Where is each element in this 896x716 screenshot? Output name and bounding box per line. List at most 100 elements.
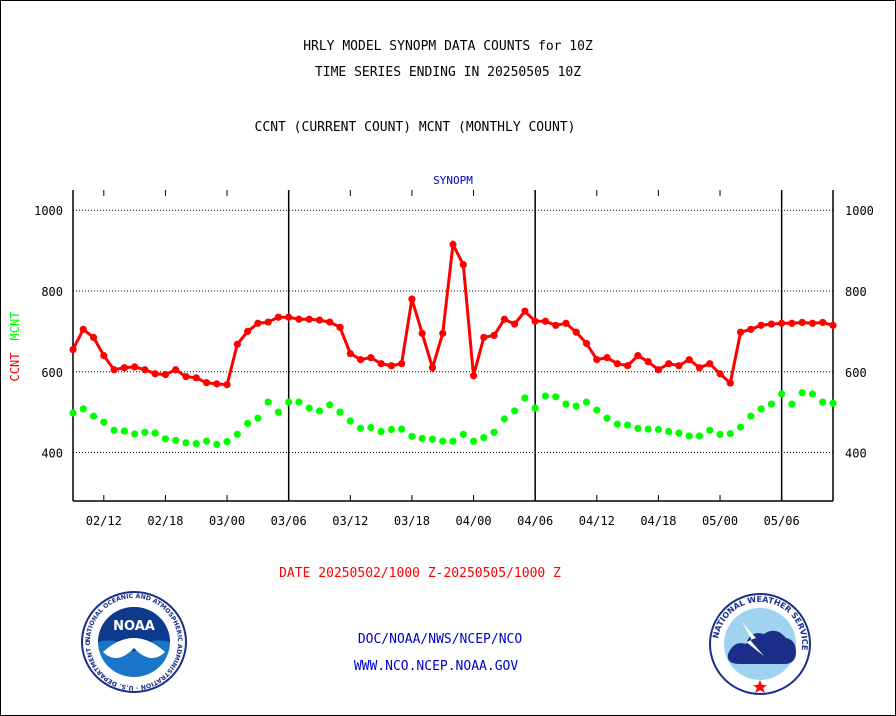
data-point-mcnt (706, 426, 714, 434)
data-point-ccnt (511, 320, 519, 328)
data-point-ccnt (336, 323, 344, 331)
data-point-mcnt (264, 398, 272, 406)
data-point-mcnt (120, 427, 128, 435)
x-tick-label: 03/00 (209, 514, 245, 528)
data-point-mcnt (603, 414, 611, 422)
data-point-ccnt (808, 319, 817, 327)
data-point-mcnt (572, 402, 580, 410)
x-tick-label: 05/06 (764, 514, 800, 528)
data-point-ccnt (798, 318, 806, 327)
x-tick-label: 05/00 (702, 514, 738, 528)
data-point-ccnt (285, 313, 293, 321)
data-point-mcnt (829, 399, 837, 407)
title-line-1: HRLY MODEL SYNOPM DATA COUNTS for 10Z (303, 39, 593, 54)
data-point-ccnt (69, 345, 77, 354)
x-tick-label: 02/12 (86, 514, 122, 528)
data-point-mcnt (562, 400, 570, 408)
data-point-mcnt (428, 435, 437, 443)
data-point-mcnt (110, 426, 118, 434)
data-point-ccnt (295, 315, 303, 323)
data-point-ccnt (387, 362, 395, 370)
data-point-ccnt (79, 325, 87, 333)
data-point-mcnt (634, 424, 642, 432)
noaa-logo-text: NOAA (113, 619, 155, 634)
data-point-mcnt (521, 394, 529, 402)
data-point-ccnt (223, 381, 231, 389)
data-point-mcnt (665, 427, 673, 436)
data-point-ccnt (110, 366, 118, 374)
data-point-mcnt (161, 435, 170, 443)
data-point-mcnt (172, 436, 180, 445)
data-point-mcnt (439, 437, 447, 445)
data-point-mcnt (336, 408, 344, 416)
data-point-mcnt (490, 428, 498, 436)
data-point-mcnt (387, 425, 395, 434)
data-point-ccnt (829, 321, 837, 329)
data-point-mcnt (254, 414, 262, 422)
data-point-mcnt (367, 423, 375, 432)
data-point-mcnt (695, 432, 704, 440)
data-point-ccnt (192, 374, 200, 382)
y-tick-label-right: 1000 (845, 204, 874, 218)
data-point-ccnt (459, 261, 467, 269)
data-point-mcnt (326, 401, 334, 409)
data-point-mcnt (788, 400, 796, 408)
data-point-mcnt (675, 429, 683, 437)
data-point-mcnt (685, 432, 693, 440)
data-point-mcnt (408, 432, 416, 440)
data-point-mcnt (757, 405, 765, 413)
data-point-ccnt (254, 319, 262, 327)
data-point-mcnt (223, 438, 231, 446)
website-link[interactable]: WWW.NCO.NCEP.NOAA.GOV (353, 659, 519, 674)
data-point-mcnt (346, 417, 354, 425)
data-point-ccnt (685, 356, 693, 364)
data-point-ccnt (480, 333, 488, 342)
x-tick-label: 02/18 (147, 514, 183, 528)
data-point-ccnt (367, 354, 375, 362)
data-point-ccnt (120, 364, 128, 372)
data-point-ccnt (757, 321, 765, 329)
x-tick-label: 03/18 (394, 514, 430, 528)
data-point-ccnt (243, 327, 252, 335)
data-point-ccnt (490, 331, 498, 340)
data-point-ccnt (562, 319, 570, 327)
data-point-ccnt (428, 364, 437, 372)
y-tick-label-left: 600 (41, 366, 63, 380)
data-point-mcnt (819, 398, 827, 406)
data-point-mcnt (480, 433, 488, 442)
data-point-mcnt (531, 404, 539, 412)
data-point-ccnt (531, 317, 539, 325)
data-point-ccnt (726, 379, 734, 387)
data-point-ccnt (716, 370, 724, 378)
data-point-ccnt (182, 373, 190, 381)
data-point-ccnt (572, 328, 580, 336)
y-axis-label-ccnt: CCNT (8, 353, 22, 382)
data-point-mcnt (202, 437, 211, 445)
data-point-mcnt (398, 425, 406, 433)
data-point-ccnt (172, 366, 180, 374)
data-point-mcnt (141, 428, 149, 436)
data-point-mcnt (593, 406, 601, 414)
data-point-ccnt (100, 351, 108, 360)
data-point-ccnt (767, 320, 775, 328)
data-point-mcnt (274, 408, 283, 416)
data-point-mcnt (552, 393, 560, 401)
org-path: DOC/NOAA/NWS/NCEP/NCO (357, 632, 523, 647)
data-point-ccnt (274, 313, 283, 321)
data-point-ccnt (500, 315, 508, 323)
data-point-ccnt (552, 321, 560, 329)
data-point-mcnt (100, 418, 108, 426)
data-point-ccnt (623, 362, 632, 370)
data-point-ccnt (521, 307, 529, 315)
data-point-ccnt (695, 364, 704, 372)
data-point-mcnt (500, 415, 508, 423)
data-point-ccnt (747, 325, 755, 333)
x-tick-label: 04/06 (517, 514, 553, 528)
data-point-ccnt (603, 354, 611, 362)
data-point-ccnt (315, 316, 324, 324)
data-point-ccnt (418, 329, 426, 337)
data-point-mcnt (377, 427, 385, 436)
y-axis-label-mcnt: MCNT (8, 312, 22, 341)
x-tick-label: 03/06 (271, 514, 307, 528)
